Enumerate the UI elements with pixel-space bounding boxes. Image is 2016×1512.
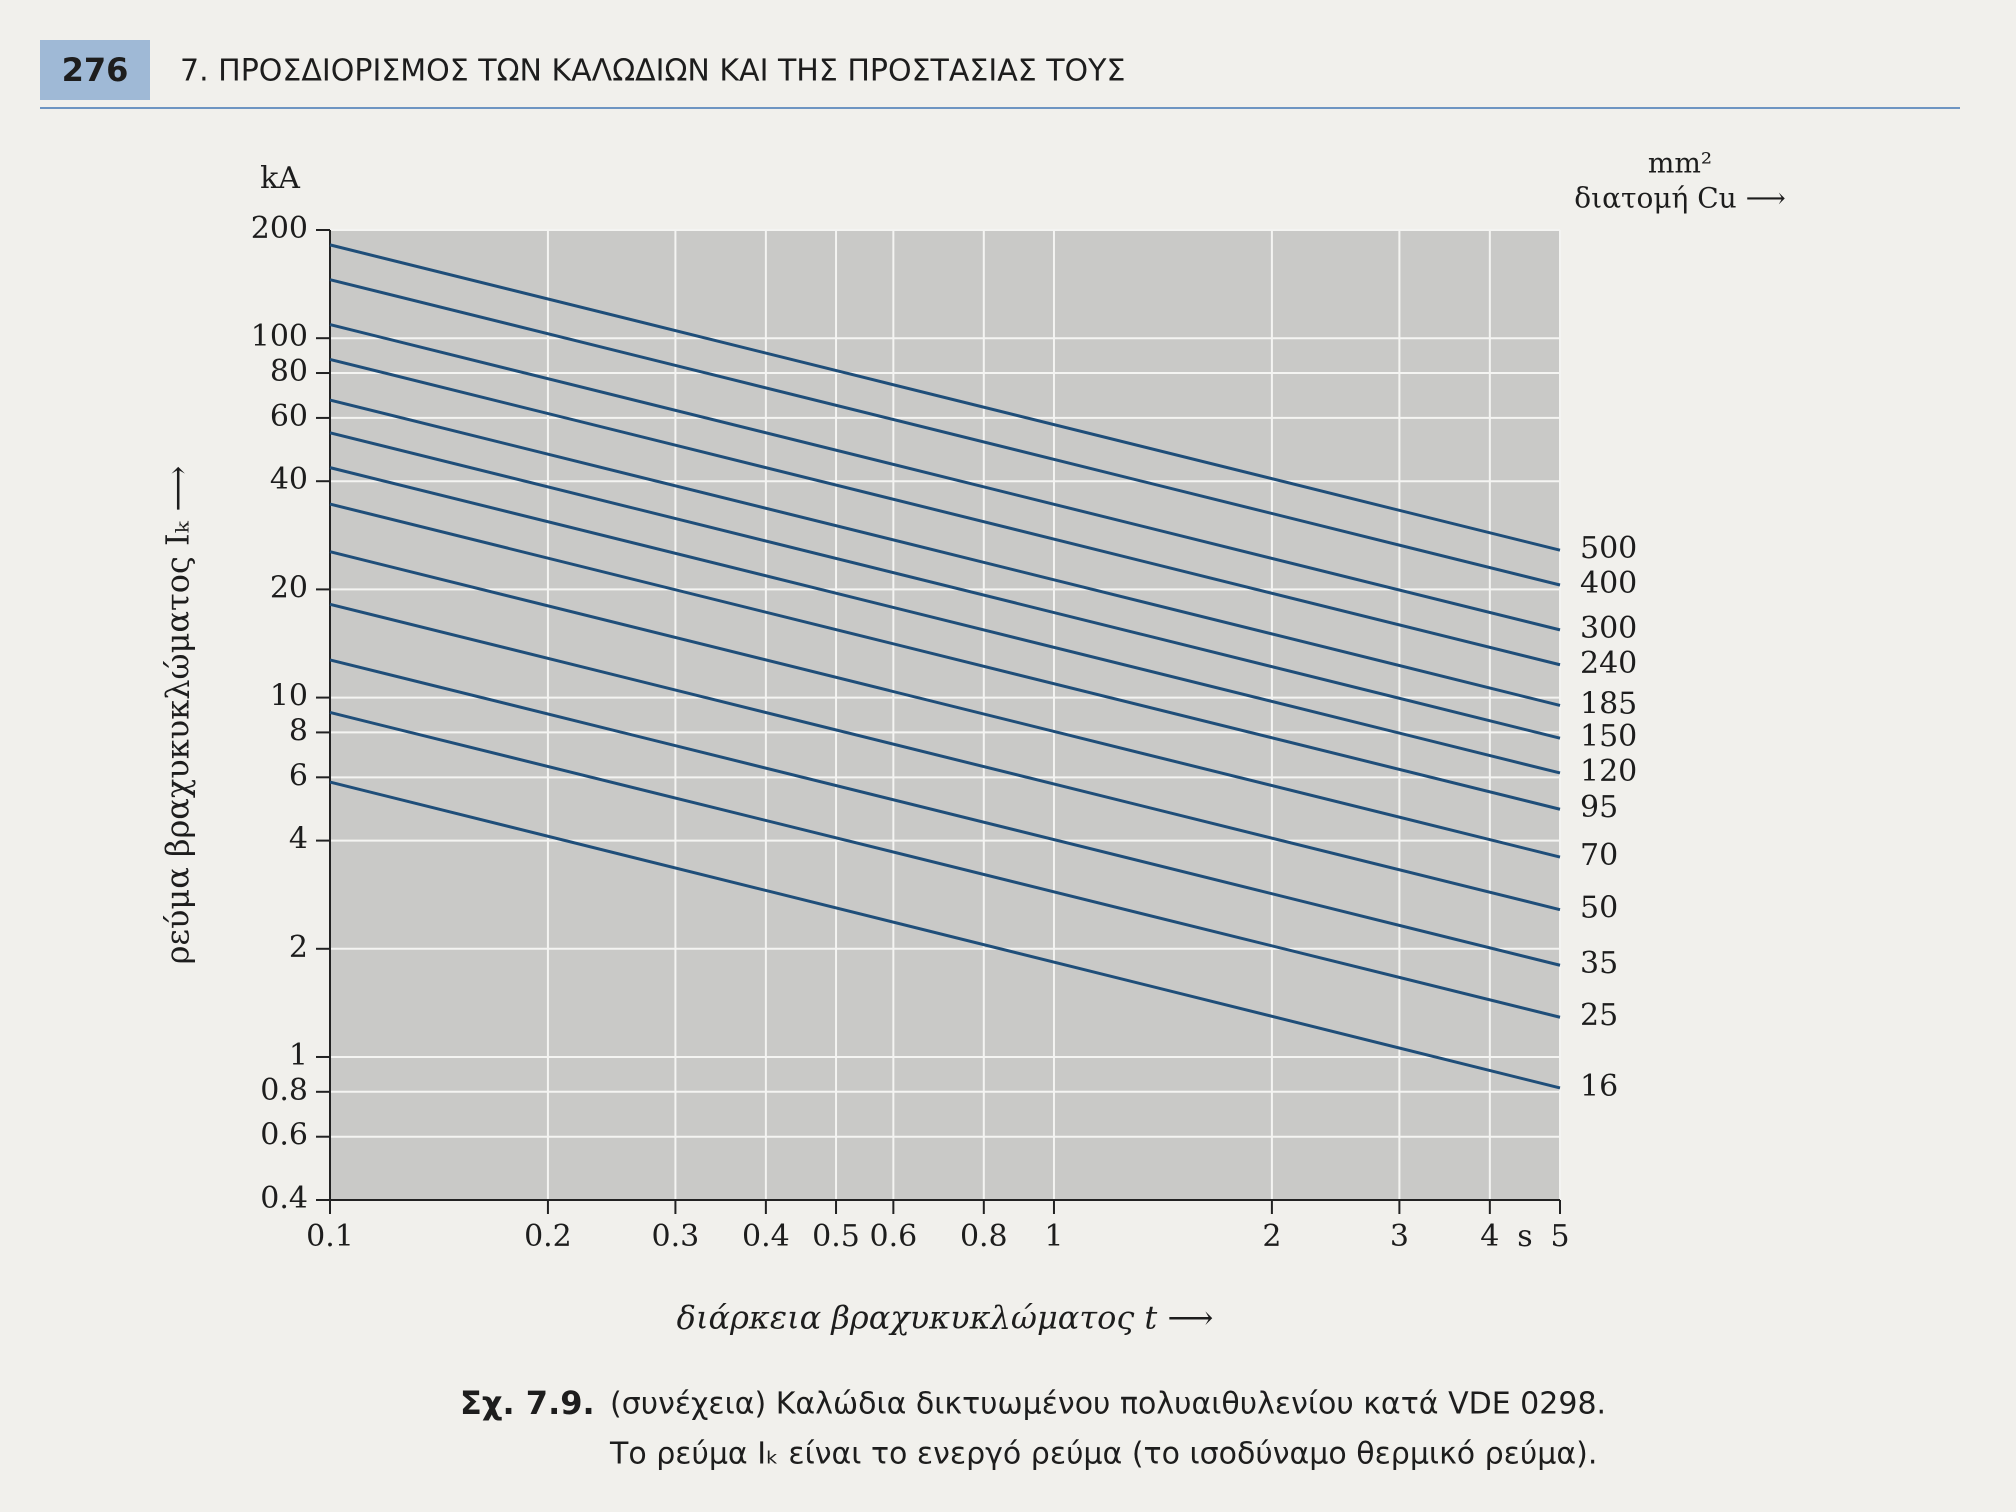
x-unit: s <box>1517 1219 1532 1254</box>
x-tick-label: 5 <box>1550 1219 1569 1254</box>
y-tick-label: 80 <box>270 354 308 389</box>
cross-section-line <box>329 602 1561 912</box>
cross-section-label: 240 <box>1580 646 1637 681</box>
cross-section-label: 150 <box>1580 719 1637 754</box>
y-tick-label: 4 <box>289 822 308 857</box>
cross-section-line <box>329 357 1561 667</box>
caption-note: Το ρεύμα Iₖ είναι το ενεργό ρεύμα (το ισ… <box>609 1437 1597 1472</box>
caption-text: (συνέχεια) Καλώδια δικτυωμένου πολυαιθυλ… <box>610 1387 1606 1422</box>
x-tick-label: 0.8 <box>960 1219 1008 1254</box>
cross-section-label: 95 <box>1580 790 1618 825</box>
x-tick-label: 3 <box>1390 1219 1409 1254</box>
x-tick-label: 0.2 <box>524 1219 572 1254</box>
cross-section-line <box>329 243 1561 552</box>
cross-section-label: 185 <box>1580 686 1637 721</box>
page-number-box <box>40 40 150 100</box>
cross-section-line <box>329 780 1561 1090</box>
x-axis-title: διάρκεια βραχυκυκλώματος t ⟶ <box>677 1299 1214 1337</box>
y-tick-label: 200 <box>251 211 308 246</box>
cross-section-label: 400 <box>1580 566 1637 601</box>
x-tick-label: 0.3 <box>652 1219 700 1254</box>
y-tick-label: 60 <box>270 399 308 434</box>
cross-section-line <box>329 431 1561 740</box>
cross-section-line <box>329 278 1561 587</box>
cross-section-line <box>329 466 1561 775</box>
y-tick-label: 100 <box>251 319 308 354</box>
cross-section-line <box>329 658 1561 967</box>
y-unit: kA <box>260 161 300 196</box>
legend-title: διατομή Cu ⟶ <box>1574 182 1785 215</box>
page-number: 276 <box>62 51 129 89</box>
y-tick-label: 1 <box>289 1038 308 1073</box>
legend-unit: mm² <box>1648 147 1712 180</box>
y-tick-label: 10 <box>270 679 308 714</box>
cross-section-line <box>329 398 1561 707</box>
x-tick-label: 0.5 <box>812 1219 860 1254</box>
cross-section-line <box>329 711 1561 1019</box>
cross-section-label: 70 <box>1580 838 1618 873</box>
y-tick-label: 0.4 <box>260 1181 308 1216</box>
cross-section-label: 500 <box>1580 531 1637 566</box>
x-tick-label: 4 <box>1480 1219 1499 1254</box>
cross-section-line <box>329 502 1561 811</box>
x-tick-label: 0.6 <box>869 1219 917 1254</box>
cross-section-line <box>329 550 1561 859</box>
y-tick-label: 40 <box>270 462 308 497</box>
y-tick-label: 0.8 <box>260 1073 308 1108</box>
y-tick-label: 20 <box>270 570 308 605</box>
cross-section-label: 120 <box>1580 754 1637 789</box>
x-tick-label: 2 <box>1262 1219 1281 1254</box>
cross-section-label: 300 <box>1580 611 1637 646</box>
plot-area <box>330 230 1560 1200</box>
y-axis-title: ρεύμα βραχυκυκλώματος Iₖ ⟶ <box>159 466 197 965</box>
cross-section-label: 25 <box>1580 998 1618 1033</box>
y-tick-label: 8 <box>289 713 308 748</box>
y-tick-label: 2 <box>289 930 308 965</box>
y-tick-label: 0.6 <box>260 1118 308 1153</box>
x-tick-label: 1 <box>1044 1219 1063 1254</box>
y-tick-label: 6 <box>289 758 308 793</box>
cross-section-label: 35 <box>1580 946 1618 981</box>
caption-label: Σχ. 7.9. <box>460 1384 595 1422</box>
cross-section-label: 16 <box>1580 1069 1618 1104</box>
cross-section-line <box>329 323 1561 632</box>
x-tick-label: 0.4 <box>742 1219 790 1254</box>
x-tick-label: 0.1 <box>306 1219 354 1254</box>
header-title: 7. ΠΡΟΣΔΙΟΡΙΣΜΟΣ ΤΩΝ ΚΑΛΩΔΙΩΝ ΚΑΙ ΤΗΣ ΠΡ… <box>180 54 1125 89</box>
cross-section-label: 50 <box>1580 891 1618 926</box>
